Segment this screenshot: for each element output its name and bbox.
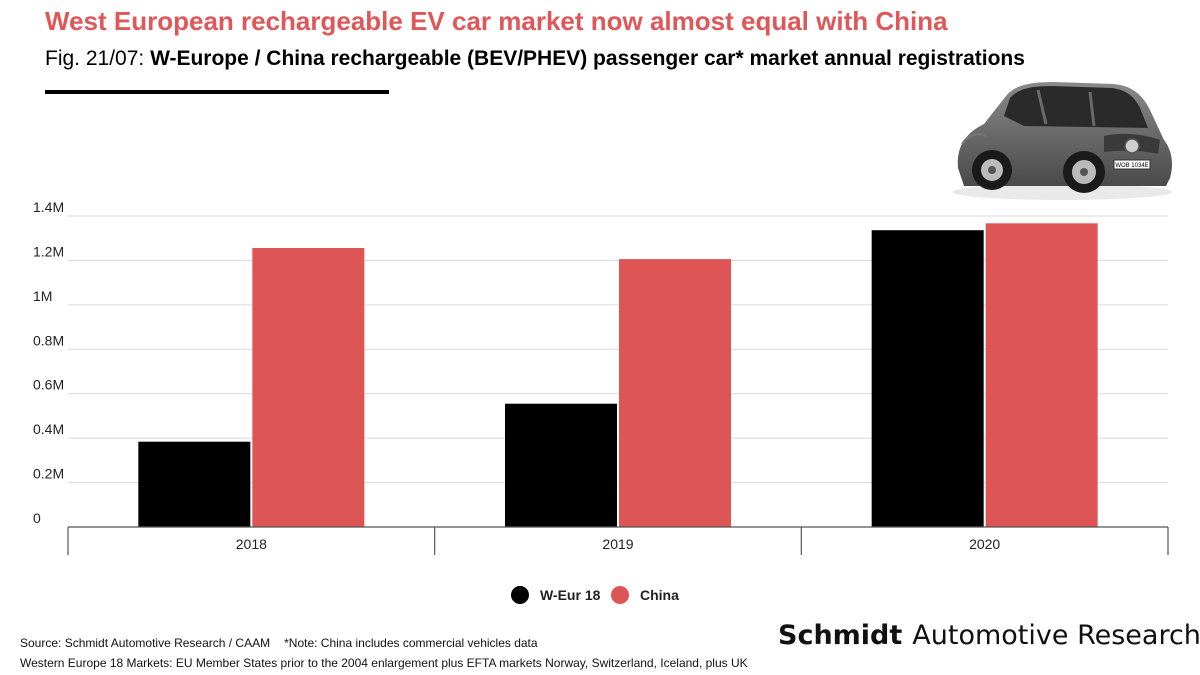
legend-label-weur: W-Eur 18	[540, 587, 601, 603]
figure-number: Fig. 21/07:	[45, 47, 151, 70]
y-tick-label: 1.2M	[33, 243, 64, 259]
bar-weur-2018	[138, 441, 251, 527]
brand-name-bold: Schmidt	[778, 620, 903, 651]
legend: W-Eur 18 China	[511, 586, 679, 604]
legend-swatch-weur	[511, 586, 529, 604]
y-tick-label: 0.4M	[33, 421, 64, 437]
license-plate: WOB 1034E	[1115, 163, 1148, 169]
legend-swatch-china	[611, 586, 629, 604]
note-text: *Note: China includes commercial vehicle…	[284, 636, 538, 650]
headline: West European rechargeable EV car market…	[45, 6, 948, 36]
y-tick-label: 1.4M	[33, 199, 64, 215]
bar-weur-2020	[871, 230, 984, 527]
grid-lines	[68, 215, 1168, 484]
footnote: Western Europe 18 Markets: EU Member Sta…	[20, 656, 748, 670]
brand-logo: Schmidt Automotive Research	[778, 620, 1200, 651]
bars	[138, 223, 1098, 527]
bar-china-2018	[252, 247, 365, 527]
bar-weur-2019	[505, 403, 617, 527]
bar-china-2019	[619, 259, 731, 527]
x-axis: 2018 2019 2020	[67, 526, 1169, 555]
x-category-label: 2018	[236, 536, 267, 552]
y-tick-label: 0.8M	[33, 332, 64, 348]
x-category-label: 2020	[969, 536, 1000, 552]
figure-title: W-Europe / China rechargeable (BEV/PHEV)…	[150, 47, 1025, 70]
car-image: WOB 1034E	[952, 82, 1172, 200]
y-tick-label: 1M	[33, 288, 52, 304]
source-line: Source: Schmidt Automotive Research / CA…	[20, 636, 538, 650]
bar-china-2020	[985, 223, 1098, 527]
y-axis-ticks: 0 0.2M 0.4M 0.6M 0.8M 1M 1.2M 1.4M	[33, 199, 64, 526]
brand-name-rest: Automotive Research	[912, 620, 1200, 651]
title-underline	[45, 90, 389, 94]
figure-subtitle: Fig. 21/07: W-Europe / China rechargeabl…	[45, 47, 1025, 71]
y-tick-label: 0.2M	[33, 466, 64, 482]
x-category-label: 2019	[602, 536, 633, 552]
y-tick-label: 0	[33, 510, 41, 526]
legend-label-china: China	[640, 587, 679, 603]
y-tick-label: 0.6M	[33, 377, 64, 393]
source-text: Source: Schmidt Automotive Research / CA…	[20, 636, 271, 650]
